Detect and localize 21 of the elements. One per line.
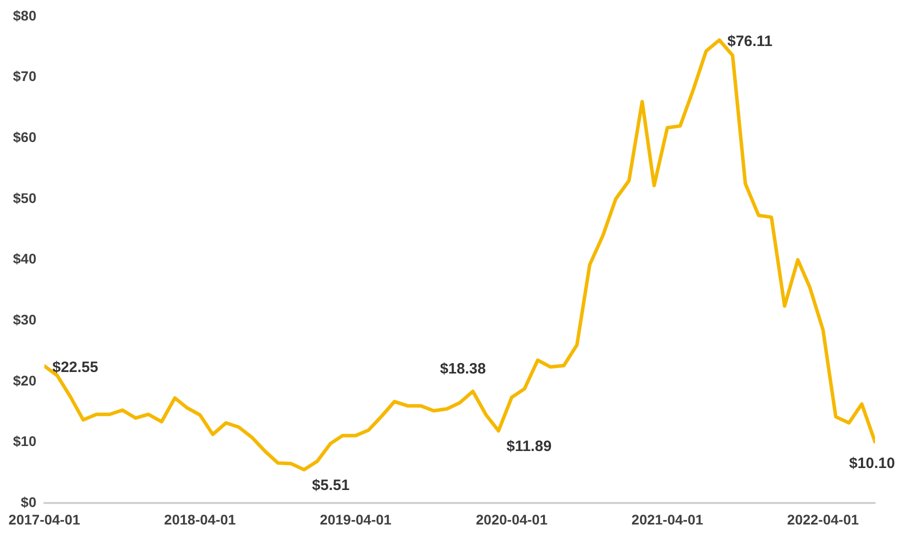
y-tick-label: $70 bbox=[13, 68, 37, 84]
y-tick-label: $10 bbox=[13, 433, 37, 450]
data-label: $18.38 bbox=[440, 360, 486, 378]
data-label: $10.10 bbox=[849, 454, 895, 472]
x-tick-label: 2022-04-01 bbox=[787, 511, 859, 528]
data-label: $5.51 bbox=[312, 476, 350, 494]
x-tick-label: 2020-04-01 bbox=[476, 511, 548, 528]
y-tick-label: $30 bbox=[13, 312, 37, 328]
x-tick-label: 2019-04-01 bbox=[320, 511, 392, 528]
y-tick-label: $20 bbox=[13, 372, 37, 388]
data-label: $11.89 bbox=[506, 438, 552, 455]
y-tick-label: $60 bbox=[13, 128, 37, 145]
x-tick-label: 2018-04-01 bbox=[164, 511, 236, 528]
x-tick-label: 2017-04-01 bbox=[8, 511, 80, 528]
y-tick-label: $0 bbox=[20, 494, 37, 510]
data-label: $76.11 bbox=[727, 33, 772, 50]
y-tick-label: $40 bbox=[13, 250, 37, 267]
y-tick-label: $80 bbox=[13, 7, 37, 24]
y-tick-label: $50 bbox=[13, 190, 37, 206]
data-label: $22.55 bbox=[52, 359, 98, 376]
x-tick-label: 2021-04-01 bbox=[632, 511, 704, 528]
